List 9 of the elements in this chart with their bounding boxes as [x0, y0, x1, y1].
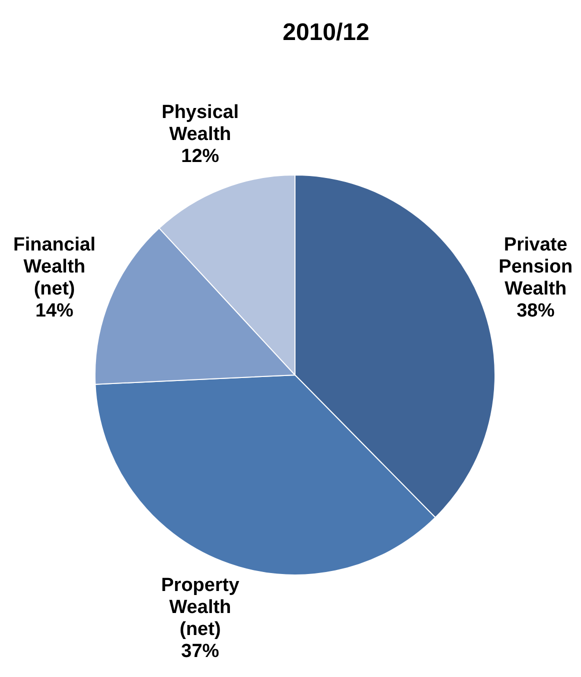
slice-label: Property Wealth (net)	[161, 575, 240, 640]
slice-label: Private Pension Wealth	[498, 234, 573, 300]
slice-label: Physical Wealth	[162, 102, 239, 145]
slice-label: Financial Wealth (net)	[13, 234, 96, 300]
data-label: 37%	[181, 641, 220, 662]
data-label: 14%	[35, 300, 74, 322]
data-label: 12%	[181, 146, 220, 167]
chart-title: 2010/12	[282, 19, 370, 46]
data-label: 38%	[516, 300, 555, 322]
